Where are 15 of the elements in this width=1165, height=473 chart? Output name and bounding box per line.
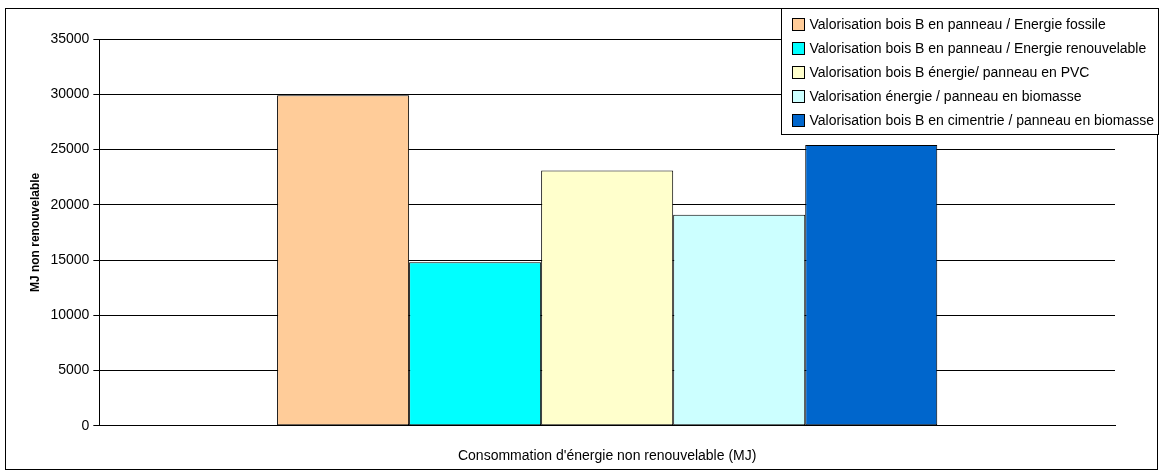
legend-label: Valorisation bois B en cimentrie / panneau en biomasse (809, 111, 1154, 130)
y-tick-label: 10000 (50, 306, 90, 323)
y-tick-label: 25000 (50, 140, 90, 157)
y-axis-title: MJ non renouvelable (27, 172, 42, 293)
legend-label: Valorisation bois B en panneau / Energie renouvelable (809, 39, 1147, 58)
y-tick-label: 30000 (50, 85, 90, 102)
y-tick-label: 35000 (50, 29, 90, 46)
y-tick-label: 20000 (50, 195, 90, 212)
x-axis-title: Consommation d'énergie non renouvelable (MJ) (457, 447, 757, 464)
legend-label: Valorisation énergie / panneau en biomasse (809, 87, 1082, 106)
legend-label: Valorisation bois B énergie/ panneau en PVC (809, 63, 1090, 82)
y-tick-label: 15000 (50, 250, 90, 267)
legend-label: Valorisation bois B en panneau / Energie fossile (809, 15, 1106, 34)
y-tick-label: 5000 (58, 361, 90, 378)
y-tick-label: 0 (81, 416, 90, 433)
